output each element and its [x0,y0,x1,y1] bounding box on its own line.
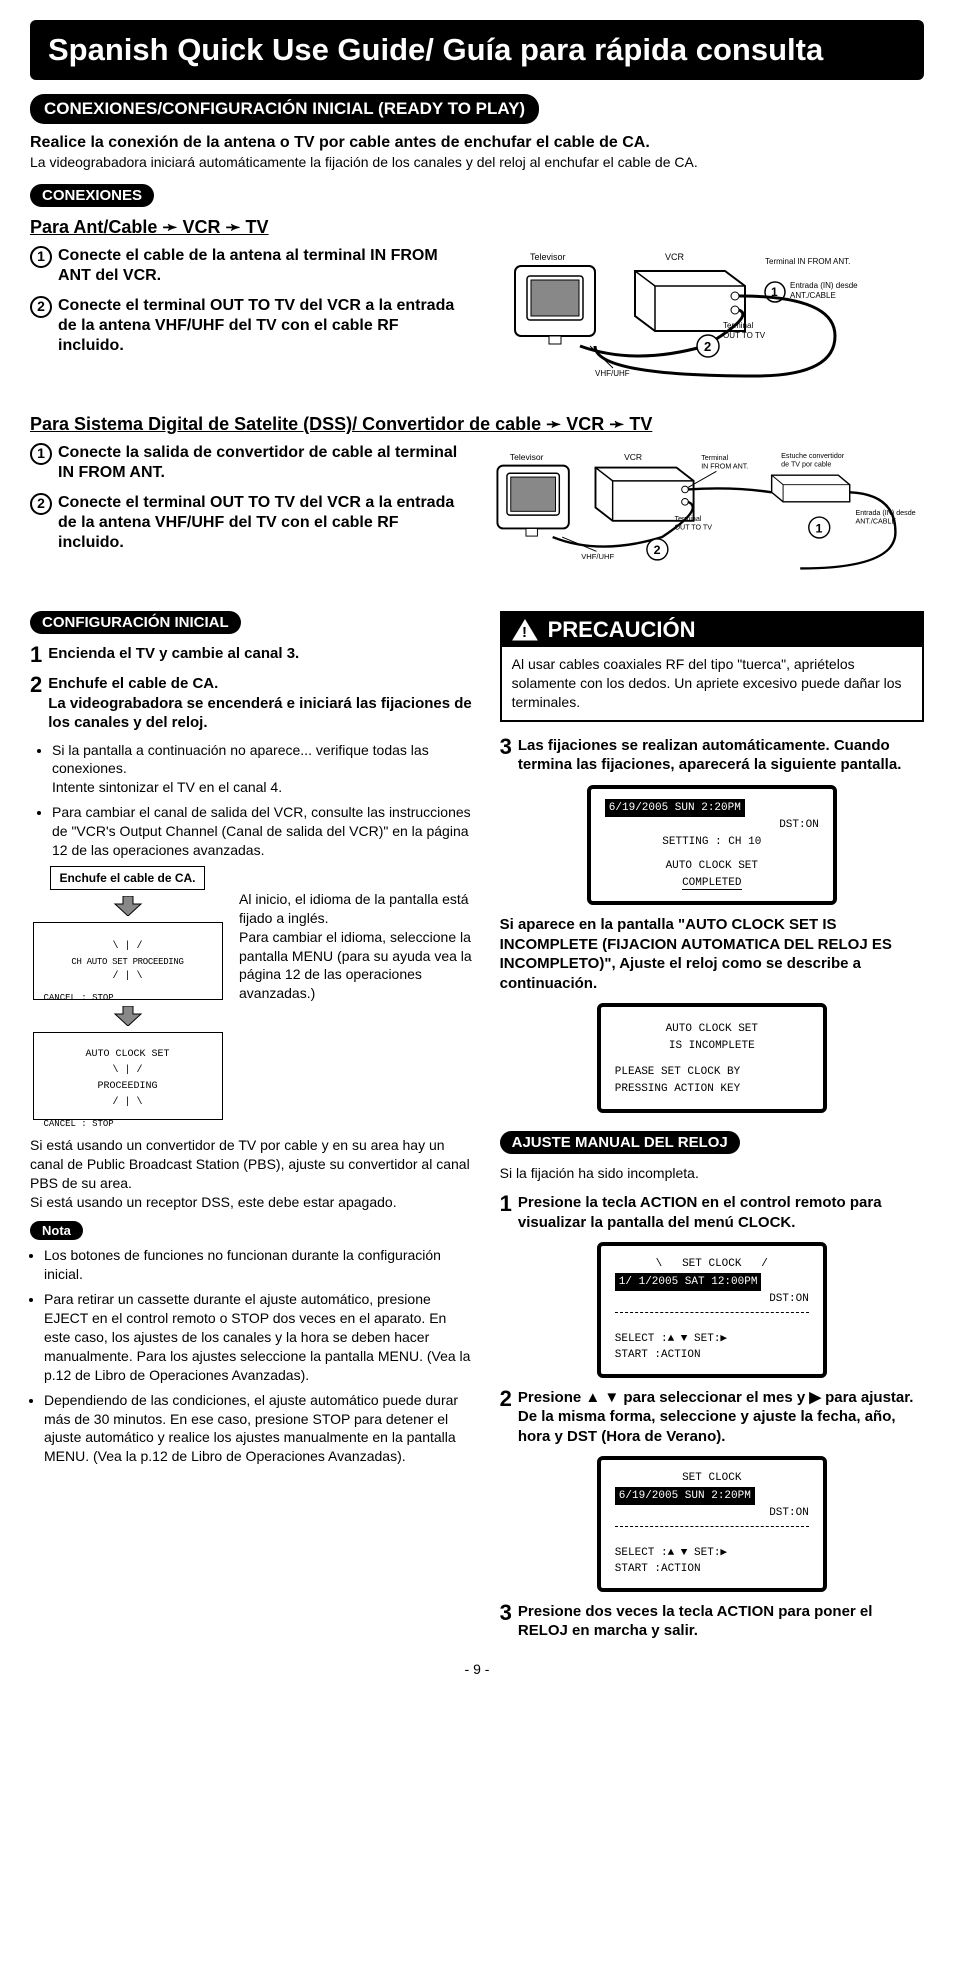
precaution-body: Al usar cables coaxiales RF del tipo "tu… [502,647,922,720]
nota-bullets: Los botones de funciones no funcionan du… [44,1246,476,1466]
section-header-ajuste-manual: AJUSTE MANUAL DEL RELOJ [500,1131,740,1154]
svg-text:2: 2 [704,339,711,354]
svg-text:Entrada (IN) desde: Entrada (IN) desde [790,281,858,290]
step-text: Conecte el cable de la antena al termina… [58,246,468,286]
step-text: Encienda el TV y cambie al canal 3. [48,644,299,666]
bullet-item: Los botones de funciones no funcionan du… [44,1246,476,1284]
svg-text:Estuche convertidor: Estuche convertidor [781,452,845,460]
svg-text:VHF/UHF: VHF/UHF [581,552,614,561]
step-text: Presione dos veces la tecla ACTION para … [518,1602,924,1641]
big-step-number: 3 [500,736,512,775]
step-text: Presione la tecla ACTION en el control r… [518,1193,924,1232]
warning-triangle-icon: ! [512,619,538,641]
step-text: Las fijaciones se realizan automáticamen… [518,736,924,775]
step-text: Conecte el terminal OUT TO TV del VCR a … [58,493,468,553]
screen-ch-auto-set: \ | / CH AUTO SET PROCEEDING / | \ CANCE… [33,922,223,1000]
config-step-1: 1 Encienda el TV y cambie al canal 3. [30,644,476,666]
svg-text:OUT TO TV: OUT TO TV [723,331,766,340]
svg-text:ANT./CABLE: ANT./CABLE [790,291,836,300]
big-step-number: 1 [30,644,42,666]
ajuste-intro: Si la fijación ha sido incompleta. [500,1164,924,1183]
down-arrow-icon [111,1006,145,1026]
page-number: - 9 - [30,1661,924,1677]
screen-set-clock-1: \ SET CLOCK / 1/ 1/2005 SAT 12:00PM DST:… [597,1242,827,1378]
flow-explanation: Al inicio, el idioma de la pantalla está… [239,866,476,1126]
ajuste-step-3: 3 Presione dos veces la tecla ACTION par… [500,1602,924,1641]
step-number-icon: 2 [30,296,52,318]
svg-text:Entrada (IN) desde: Entrada (IN) desde [855,509,915,517]
precaution-header: ! PRECAUCIÓN [502,613,922,647]
big-step-number: 3 [500,1602,512,1641]
svg-text:IN FROM ANT.: IN FROM ANT. [701,462,748,470]
subsection-ant-cable: Para Ant/Cable ➛ VCR ➛ TV [30,217,924,238]
svg-text:VCR: VCR [665,252,685,262]
connection-diagram-1: Televisor VCR Terminal IN FROM ANT. 1 En… [486,246,924,396]
svg-text:Terminal: Terminal [723,321,753,330]
step-text: Conecte el terminal OUT TO TV del VCR a … [58,296,468,356]
page-main-title: Spanish Quick Use Guide/ Guía para rápid… [30,20,924,80]
svg-text:VHF/UHF: VHF/UHF [595,369,630,378]
precaution-box: ! PRECAUCIÓN Al usar cables coaxiales RF… [500,611,924,722]
svg-text:Televisor: Televisor [510,452,544,462]
subsection-dss: Para Sistema Digital de Satelite (DSS)/ … [30,414,924,435]
step-text: Presione ▲ ▼ para seleccionar el mes y ▶… [518,1388,924,1447]
config-step-3: 3 Las fijaciones se realizan automáticam… [500,736,924,775]
ajuste-step-2: 2 Presione ▲ ▼ para seleccionar el mes y… [500,1388,924,1447]
pbs-paragraph: Si está usando un convertidor de TV por … [30,1136,476,1212]
section-header-config-inicial: CONFIGURACIÓN INICIAL [30,611,241,634]
conexiones-step-1: 1 Conecte el cable de la antena al termi… [30,246,468,286]
section-header-conexiones-config: CONEXIONES/CONFIGURACIÓN INICIAL (READY … [30,94,539,124]
screen-auto-clock-incomplete: AUTO CLOCK SET IS INCOMPLETE PLEASE SET … [597,1003,827,1113]
auto-clock-incomplete-para: Si aparece en la pantalla "AUTO CLOCK SE… [500,915,924,993]
svg-text:OUT TO TV: OUT TO TV [675,523,713,531]
step-text: Enchufe el cable de CA. La videograbador… [48,674,475,733]
svg-text:Terminal: Terminal [701,454,728,462]
intro-sub: La videograbadora iniciará automáticamen… [30,154,924,170]
svg-text:VCR: VCR [624,452,642,462]
svg-text:ANT./CABLE: ANT./CABLE [855,518,896,526]
dss-step-2: 2 Conecte el terminal OUT TO TV del VCR … [30,493,468,553]
screen-auto-clock-completed: 6/19/2005 SUN 2:20PM DST:ON SETTING : CH… [587,785,837,906]
intro-bold: Realice la conexión de la antena o TV po… [30,134,924,152]
config-bullets: Si la pantalla a continuación no aparece… [52,741,476,860]
svg-text:de TV por cable: de TV por cable [781,461,831,469]
step-number-icon: 1 [30,443,52,465]
bullet-item: Para cambiar el canal de salida del VCR,… [52,803,476,860]
bullet-item: Para retirar un cassette durante el ajus… [44,1290,476,1384]
screen-set-clock-2: SET CLOCK 6/19/2005 SUN 2:20PM DST:ON SE… [597,1456,827,1592]
big-step-number: 2 [30,674,42,733]
svg-text:1: 1 [815,521,822,535]
config-step-2: 2 Enchufe el cable de CA. La videograbad… [30,674,476,733]
big-step-number: 1 [500,1193,512,1232]
big-step-number: 2 [500,1388,512,1447]
dss-step-1: 1 Conecte la salida de convertidor de ca… [30,443,468,483]
nota-label: Nota [30,1221,83,1240]
down-arrow-icon [111,896,145,916]
svg-text:!: ! [522,624,527,641]
step-number-icon: 1 [30,246,52,268]
diagram-label: Televisor [530,252,566,262]
precaution-title: PRECAUCIÓN [548,617,696,643]
flow-label: Enchufe el cable de CA. [50,866,204,890]
conexiones-step-2: 2 Conecte el terminal OUT TO TV del VCR … [30,296,468,356]
connection-diagram-2: Televisor VCR Estuche convertidor de TV … [486,443,924,593]
step-text: Conecte la salida de convertidor de cabl… [58,443,468,483]
svg-text:Terminal IN FROM ANT.: Terminal IN FROM ANT. [765,257,850,266]
svg-text:Terminal: Terminal [675,515,702,523]
section-header-conexiones: CONEXIONES [30,184,154,207]
bullet-item: Dependiendo de las condiciones, el ajust… [44,1391,476,1467]
step-number-icon: 2 [30,493,52,515]
ajuste-step-1: 1 Presione la tecla ACTION en el control… [500,1193,924,1232]
bullet-item: Si la pantalla a continuación no aparece… [52,741,476,798]
screen-auto-clock-proceeding: AUTO CLOCK SET \ | / PROCEEDING / | \ CA… [33,1032,223,1120]
svg-text:2: 2 [654,543,661,557]
